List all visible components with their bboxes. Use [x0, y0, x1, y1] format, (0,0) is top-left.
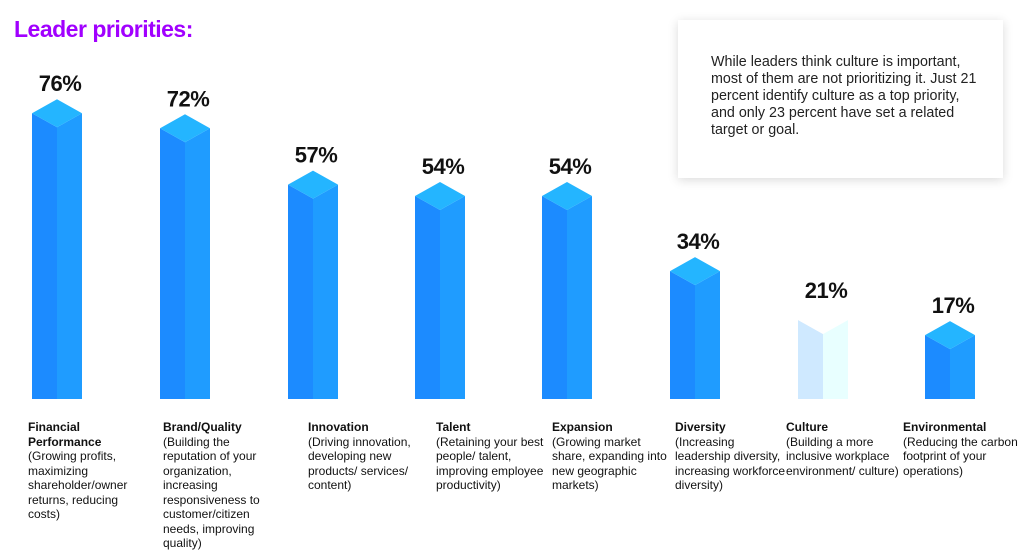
category-description: (Growing market share, expanding into ne… — [552, 434, 667, 493]
category-description: (Growing profits, maximizing shareholder… — [28, 449, 128, 521]
category-name: Financial Performance — [28, 420, 102, 449]
category-name: Innovation — [308, 420, 369, 434]
bar-left-face — [798, 320, 823, 399]
value-label: 54% — [422, 154, 465, 179]
category-description: (Building the reputation of your organiz… — [163, 434, 260, 551]
bar-left-face — [288, 184, 313, 399]
bar-right-face — [440, 195, 465, 399]
category-description: (Reducing the carbon footprint of your o… — [903, 434, 1018, 478]
category-name: Environmental — [903, 420, 987, 434]
bar-left-face — [542, 195, 567, 399]
bar-left-face — [32, 113, 57, 400]
value-label: 17% — [932, 293, 975, 318]
bar-left-face — [925, 335, 950, 399]
chart-title: Leader priorities: — [14, 16, 193, 42]
value-label: 72% — [167, 86, 210, 111]
category-label: Diversity (Increasing leadership diversit… — [675, 420, 793, 493]
annotation: While leaders think culture is important… — [711, 54, 977, 138]
value-label: 21% — [805, 278, 848, 303]
category-label: Expansion (Growing market share, expandin… — [552, 420, 670, 493]
category-name: Culture — [786, 420, 828, 434]
bar-top — [542, 181, 592, 210]
value-label: 34% — [677, 229, 720, 254]
bar-right-face — [695, 271, 720, 399]
category-description: (Increasing leadership diversity, increa… — [675, 434, 786, 493]
category-label: Culture (Building a more inclusive workpl… — [786, 420, 904, 478]
bar-right-face — [185, 128, 210, 399]
bar-left-face — [670, 271, 695, 399]
value-label: 57% — [295, 143, 338, 168]
bar-right-face — [950, 335, 975, 399]
category-name: Talent — [436, 420, 471, 434]
bar-top — [288, 170, 338, 199]
bar-right-face — [57, 113, 82, 400]
bar-top — [32, 99, 82, 128]
category-description: (Driving innovation, developing new prod… — [308, 434, 411, 493]
bar-right-face — [567, 195, 592, 399]
bar-top — [670, 257, 720, 286]
bar-top — [798, 306, 848, 335]
bar-top — [925, 321, 975, 350]
category-description: (Retaining your best people/ talent, imp… — [436, 434, 544, 493]
category-name: Diversity — [675, 420, 726, 434]
bar-right-face — [313, 184, 338, 399]
category-label: Talent (Retaining your best people/ talen… — [436, 420, 554, 493]
bar-right-face — [823, 320, 848, 399]
category-name: Expansion — [552, 420, 613, 434]
category-label: Innovation (Driving innovation, developin… — [308, 420, 426, 493]
bar-top — [415, 181, 465, 210]
value-label: 76% — [39, 71, 82, 96]
category-label: Brand/Quality (Building the reputation of… — [163, 420, 281, 551]
category-label: Environmental (Reducing the carbon footpr… — [903, 420, 1020, 478]
bar-left-face — [160, 128, 185, 399]
bar-top — [160, 114, 210, 143]
category-label: Financial Performance (Growing profits, m… — [28, 420, 146, 522]
callout: While leaders think culture is important… — [678, 20, 1003, 178]
category-name: Brand/Quality — [163, 420, 242, 434]
bar-left-face — [415, 195, 440, 399]
value-label: 54% — [549, 154, 592, 179]
category-description: (Building a more inclusive workplace env… — [786, 434, 899, 478]
